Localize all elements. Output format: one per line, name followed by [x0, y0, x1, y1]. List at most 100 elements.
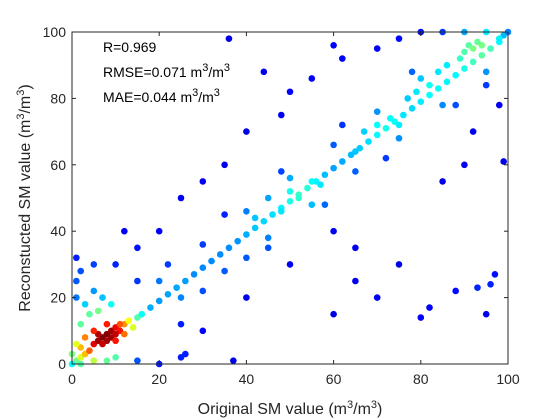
- points-layer: [68, 28, 512, 368]
- data-point: [439, 178, 446, 185]
- data-point: [461, 65, 468, 72]
- data-point: [243, 231, 250, 238]
- data-point: [495, 35, 503, 42]
- data-point: [264, 194, 272, 202]
- data-point: [155, 277, 163, 285]
- data-point: [164, 261, 172, 268]
- data-point: [90, 327, 98, 335]
- data-point: [413, 88, 420, 96]
- data-point: [373, 121, 381, 129]
- data-point: [417, 75, 425, 82]
- data-point: [77, 267, 85, 275]
- data-point: [308, 178, 316, 185]
- data-point: [73, 340, 80, 348]
- data-point: [386, 115, 394, 122]
- data-point: [177, 194, 185, 202]
- data-point: [260, 217, 268, 225]
- data-point: [482, 81, 490, 89]
- data-point: [373, 131, 381, 139]
- data-point: [125, 317, 132, 325]
- data-point: [134, 244, 141, 252]
- data-point: [352, 244, 359, 252]
- data-point: [112, 354, 119, 361]
- data-point: [452, 287, 459, 295]
- data-point: [461, 161, 468, 169]
- data-point: [121, 227, 128, 235]
- data-point: [443, 78, 451, 86]
- data-point: [243, 294, 250, 301]
- data-point: [456, 55, 464, 62]
- data-point: [482, 68, 490, 76]
- data-point: [134, 277, 141, 285]
- data-point: [90, 287, 98, 295]
- data-point: [286, 261, 294, 268]
- data-point: [86, 347, 93, 355]
- data-point: [395, 121, 403, 129]
- data-point: [417, 98, 425, 106]
- x-tick-label: 20: [151, 371, 167, 387]
- data-point: [373, 294, 381, 301]
- data-point: [452, 101, 459, 109]
- data-point: [434, 68, 442, 76]
- data-point: [86, 310, 93, 318]
- data-point: [199, 178, 207, 185]
- x-tick-label: 80: [413, 371, 429, 387]
- data-point: [243, 254, 250, 262]
- data-point: [277, 111, 285, 119]
- data-point: [221, 267, 228, 275]
- data-point: [73, 254, 80, 262]
- data-point: [487, 281, 494, 288]
- data-point: [330, 41, 337, 49]
- data-point: [339, 158, 346, 165]
- data-point: [469, 128, 477, 135]
- data-point: [103, 357, 111, 364]
- data-point: [234, 237, 241, 245]
- data-point: [199, 327, 207, 335]
- data-point: [321, 201, 329, 208]
- y-tick-label: 0: [58, 356, 66, 372]
- data-point: [469, 58, 477, 66]
- data-point: [138, 310, 146, 318]
- data-point: [243, 207, 250, 215]
- data-point: [177, 354, 185, 361]
- data-point: [199, 287, 207, 295]
- data-point: [395, 134, 403, 142]
- data-point: [286, 188, 294, 195]
- data-point: [269, 211, 276, 218]
- data-point: [308, 201, 316, 208]
- data-point: [251, 214, 259, 222]
- data-point: [103, 320, 111, 328]
- data-point: [221, 161, 228, 169]
- x-tick-label: 0: [68, 371, 76, 387]
- data-point: [352, 277, 359, 285]
- data-point: [90, 357, 98, 364]
- data-point: [330, 164, 337, 172]
- data-point: [482, 310, 490, 318]
- data-point: [264, 234, 272, 242]
- data-point: [426, 91, 433, 99]
- data-point: [408, 105, 416, 112]
- data-point: [182, 277, 189, 285]
- data-point: [277, 207, 285, 215]
- data-point: [81, 334, 89, 341]
- data-point: [491, 271, 499, 278]
- data-point: [443, 61, 451, 69]
- data-point: [317, 181, 324, 189]
- data-point: [286, 198, 294, 205]
- data-point: [155, 297, 163, 305]
- annotation-block: R=0.969 RMSE=0.071 m3/m3 MAE=0.044 m3/m3: [103, 39, 230, 105]
- data-point: [478, 51, 486, 59]
- data-point: [404, 95, 412, 102]
- data-point: [155, 227, 163, 235]
- data-point: [452, 71, 459, 79]
- data-point: [400, 111, 407, 119]
- data-point: [107, 300, 115, 308]
- data-point: [352, 168, 359, 175]
- annotation-line: R=0.969: [103, 39, 157, 55]
- data-point: [330, 227, 337, 235]
- data-point: [177, 294, 185, 301]
- data-point: [500, 158, 507, 165]
- data-point: [230, 357, 237, 364]
- data-point: [251, 224, 259, 232]
